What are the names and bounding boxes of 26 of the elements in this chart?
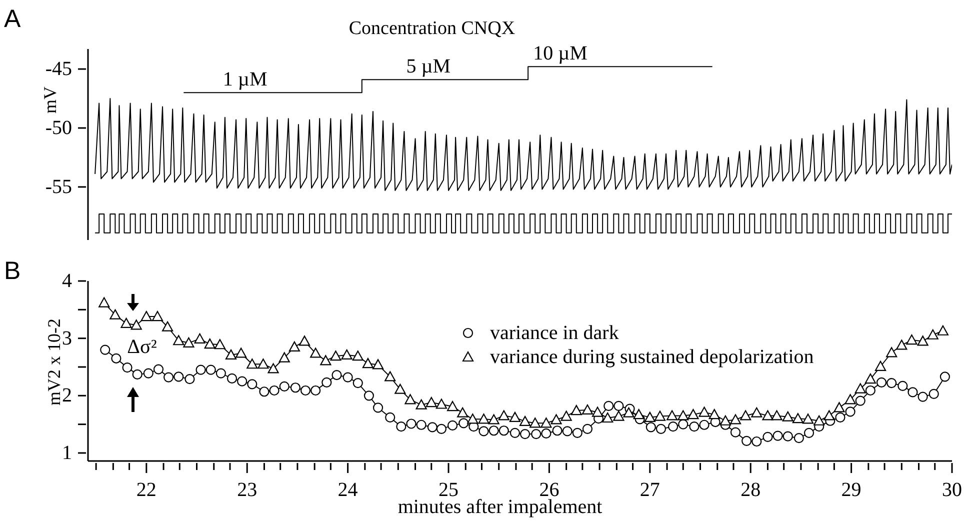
y-tick-label: -50 [45,116,72,139]
y-axis-title: mV2 x 10-2 [44,318,64,406]
annotation: 10 µM [533,42,588,65]
x-tick-label: 23 [237,479,258,501]
line-series [94,98,952,191]
annotation: 5 µM [406,56,451,78]
text: A [4,5,21,33]
legend-label: variance during sustained depolarization [490,346,814,368]
y-tick-label: -45 [45,58,72,80]
x-tick-label: 27 [640,479,660,501]
text: B [4,257,21,285]
legend-label: variance in dark [490,322,619,344]
y-tick-label: -55 [45,176,72,198]
y-tick-label: 2 [62,384,72,407]
y-axis-title: mV [40,86,60,114]
x-tick-label: 24 [338,479,358,501]
y-tick-label: 3 [62,327,72,350]
annotation: Δσ² [127,336,157,358]
y-tick-label: 1 [62,442,72,464]
x-tick-label: 28 [740,479,761,501]
y-tick-label: 4 [62,270,72,292]
x-tick-label: 30 [942,479,962,501]
annotation: 1 µM [222,68,268,91]
chart-title: Concentration CNQX [348,18,516,39]
x-tick-label: 22 [136,479,156,501]
x-tick-label: 29 [841,479,862,501]
